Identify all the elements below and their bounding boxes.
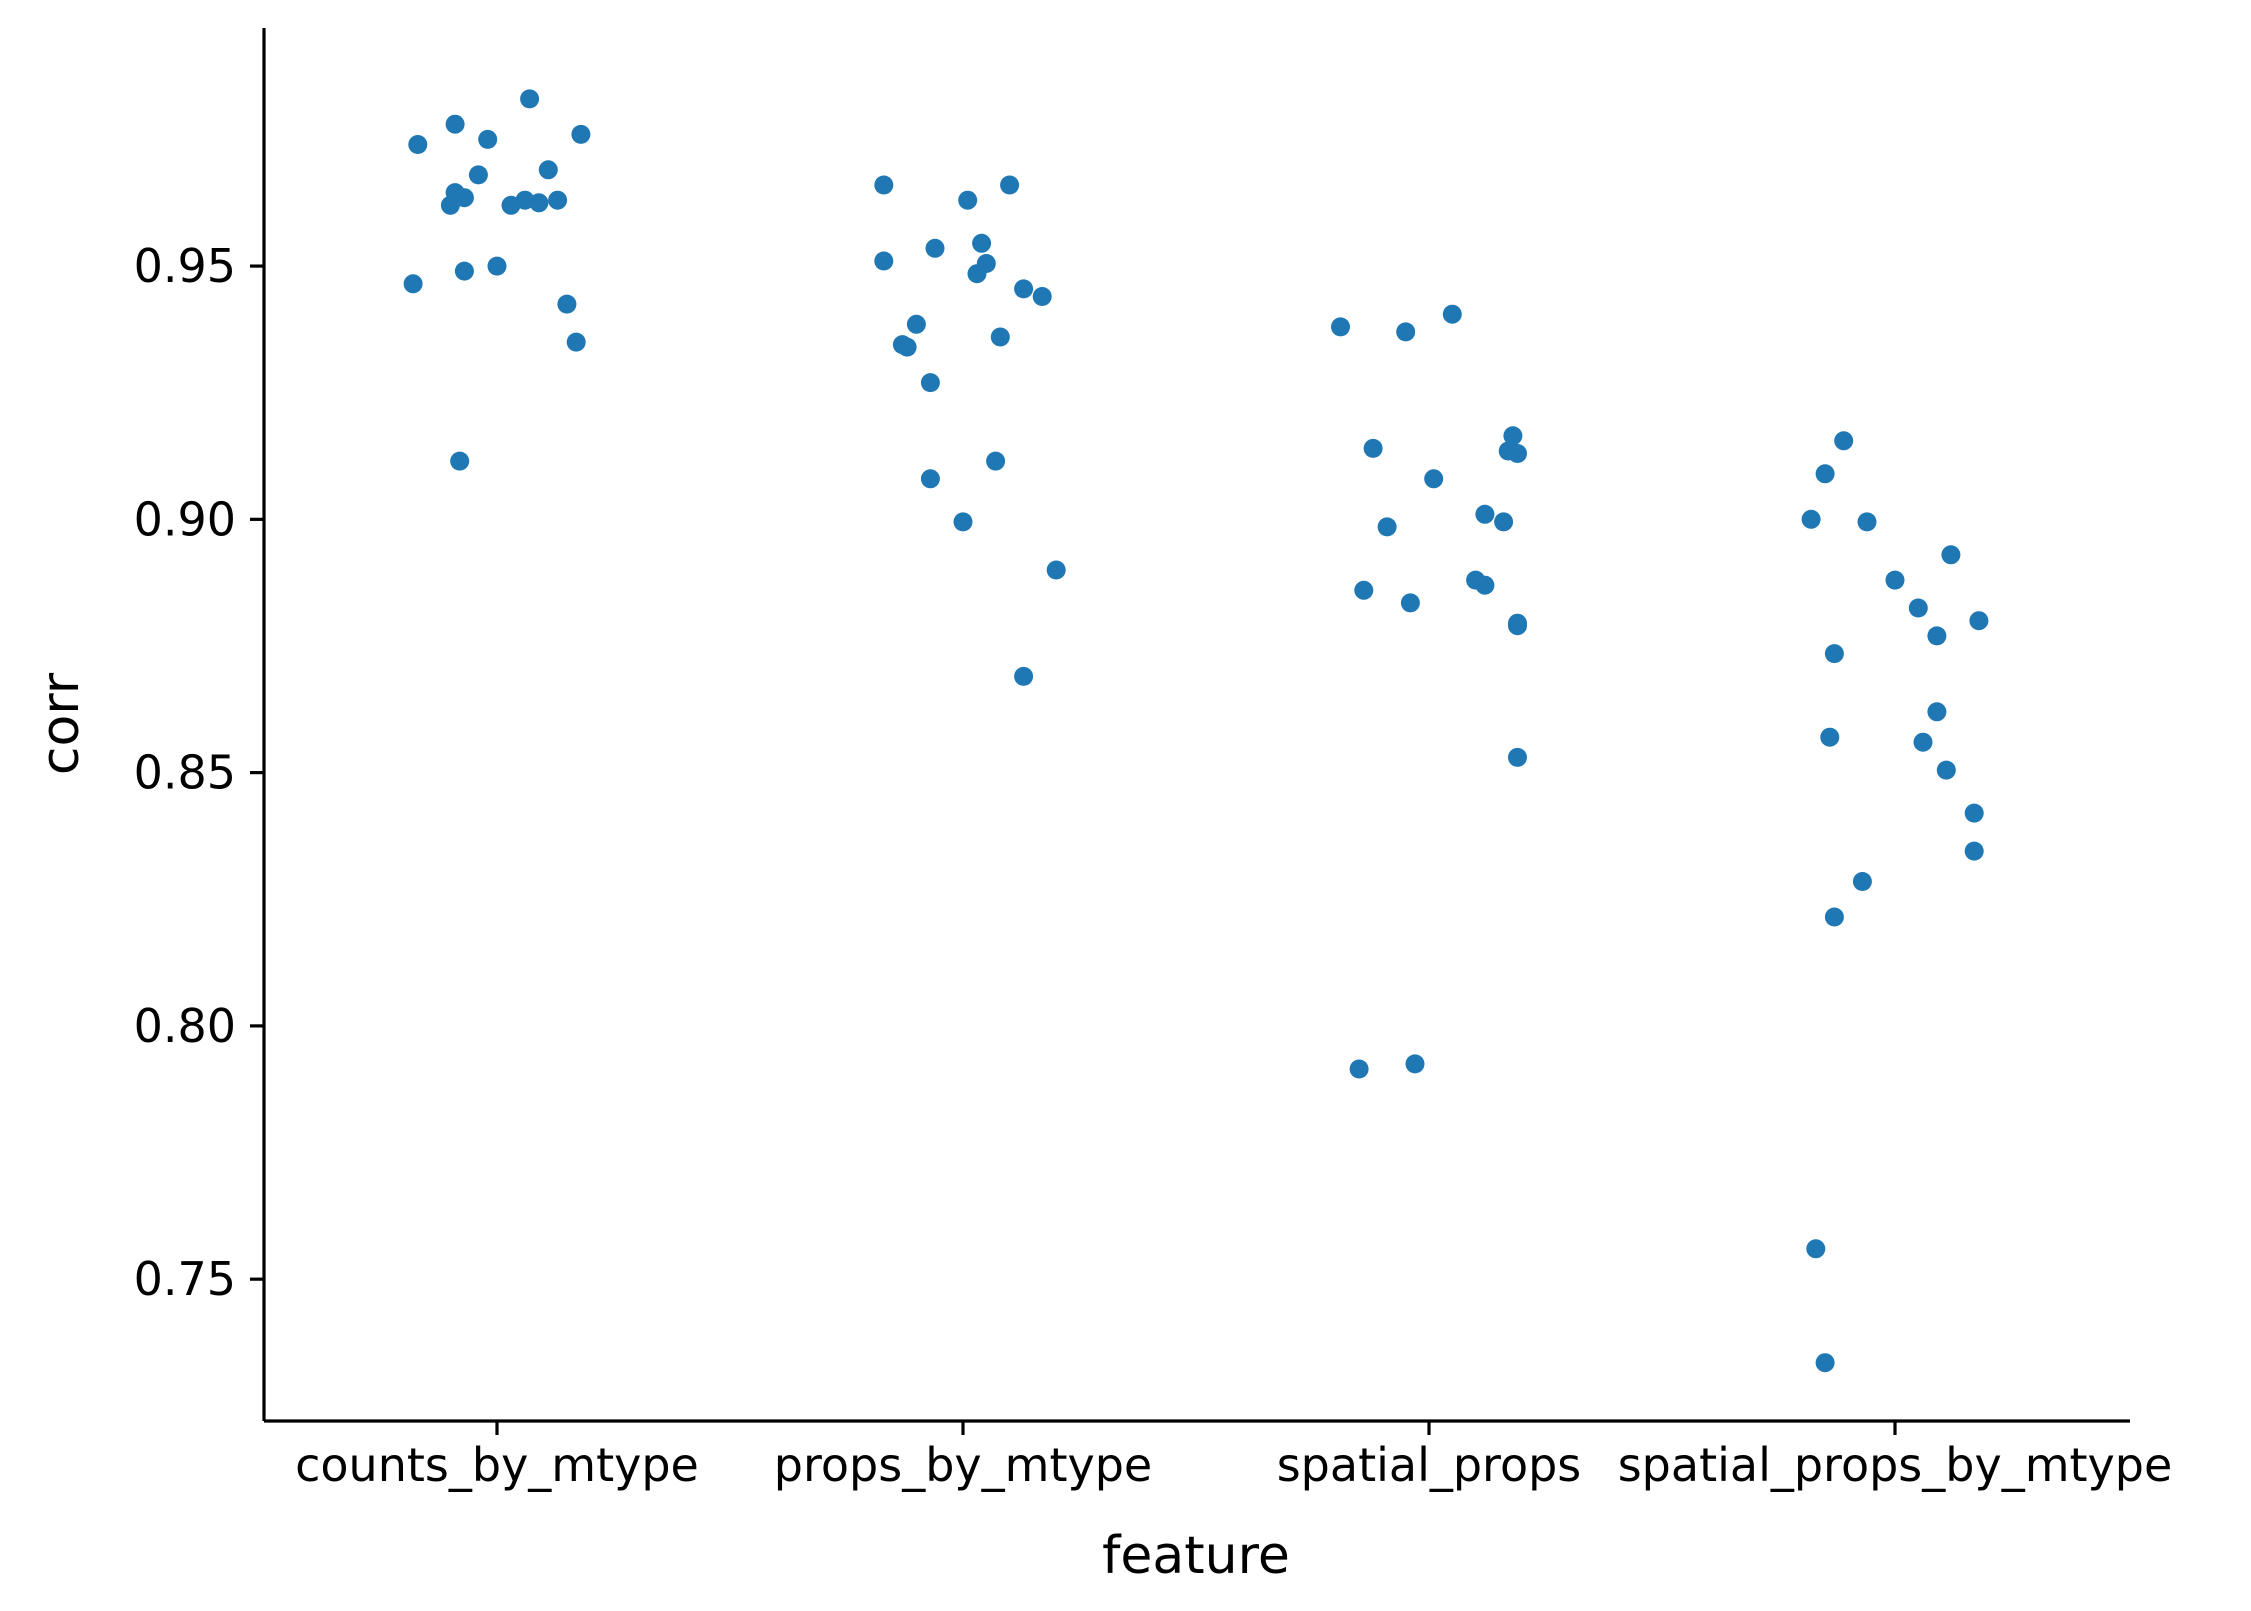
data-point <box>1834 431 1854 451</box>
y-tick-label: 0.90 <box>134 492 236 546</box>
data-point <box>967 264 987 284</box>
data-point <box>1885 570 1905 590</box>
data-point <box>440 195 460 215</box>
data-point <box>454 188 474 208</box>
data-point <box>1815 1353 1835 1373</box>
x-tick-label: spatial_props_by_mtype <box>1618 1438 2173 1492</box>
data-point <box>538 160 558 180</box>
y-axis-label: corr <box>31 672 91 775</box>
data-point <box>478 129 498 149</box>
data-point <box>1014 279 1034 299</box>
data-point <box>501 195 521 215</box>
x-axis-label: feature <box>1102 1526 1290 1586</box>
data-point <box>529 193 549 213</box>
data-point <box>925 238 945 258</box>
data-point <box>454 261 474 281</box>
data-point <box>1014 666 1034 686</box>
data-point <box>986 451 1006 471</box>
data-point <box>1349 1059 1369 1079</box>
data-point <box>1927 626 1947 646</box>
data-point <box>958 190 978 210</box>
data-point <box>990 327 1010 347</box>
data-point <box>1508 444 1527 463</box>
data-point <box>1941 545 1961 565</box>
data-point <box>1032 287 1052 306</box>
data-point <box>487 256 507 276</box>
y-tick-label: 0.75 <box>134 1252 236 1306</box>
x-ticks: counts_by_mtype props_by_mtype spatial_pro… <box>295 1421 2172 1492</box>
x-tick-label: counts_by_mtype <box>295 1438 699 1492</box>
data-point <box>566 332 586 352</box>
data-point <box>874 175 894 195</box>
data-point <box>408 135 428 154</box>
data-point <box>1046 560 1066 580</box>
data-point <box>906 314 926 334</box>
data-point <box>403 274 423 294</box>
data-point <box>1475 575 1495 595</box>
data-point <box>1927 702 1947 722</box>
data-point <box>1503 426 1523 446</box>
data-point <box>953 512 973 532</box>
data-point <box>874 251 894 271</box>
data-point <box>897 337 917 357</box>
data-point <box>557 294 577 314</box>
data-point <box>1354 580 1374 600</box>
data-point <box>445 114 465 134</box>
data-point <box>1363 438 1383 458</box>
data-point <box>920 373 940 393</box>
data-point <box>972 233 992 253</box>
data-point <box>1969 611 1989 631</box>
y-tick-label: 0.95 <box>134 239 236 293</box>
data-point <box>1396 322 1416 342</box>
axes <box>262 28 2130 1423</box>
data-points <box>403 89 1989 1373</box>
data-point <box>1424 469 1444 489</box>
data-point <box>1494 512 1514 532</box>
data-point <box>1000 175 1020 195</box>
data-point <box>1442 304 1462 324</box>
data-point <box>1377 517 1397 537</box>
data-point <box>1508 616 1527 636</box>
data-point <box>1908 598 1928 618</box>
data-point <box>920 469 940 489</box>
data-point <box>1475 504 1495 524</box>
data-point <box>1913 732 1933 752</box>
data-point <box>1857 512 1877 532</box>
x-tick-label: spatial_props <box>1277 1438 1582 1492</box>
data-point <box>548 190 568 210</box>
data-point <box>1405 1054 1425 1074</box>
data-point <box>1400 593 1420 613</box>
data-point <box>571 124 591 144</box>
data-point <box>1824 907 1844 927</box>
data-point <box>1852 872 1872 891</box>
y-tick-label: 0.85 <box>134 746 236 800</box>
data-point <box>1508 747 1527 767</box>
data-point <box>520 89 540 109</box>
x-tick-label: props_by_mtype <box>774 1438 1152 1492</box>
data-point <box>1964 803 1984 823</box>
data-point <box>468 165 488 185</box>
y-ticks: 0.75 0.80 0.85 0.90 0.95 <box>134 239 264 1306</box>
data-point <box>1820 727 1840 747</box>
data-point <box>1806 1239 1826 1259</box>
data-point <box>1824 644 1844 664</box>
data-point <box>1815 464 1835 484</box>
data-point <box>1936 760 1956 780</box>
data-point <box>1801 509 1821 529</box>
data-point <box>1964 841 1984 861</box>
data-point <box>450 451 470 471</box>
data-point <box>1331 317 1350 337</box>
y-tick-label: 0.80 <box>134 999 236 1053</box>
